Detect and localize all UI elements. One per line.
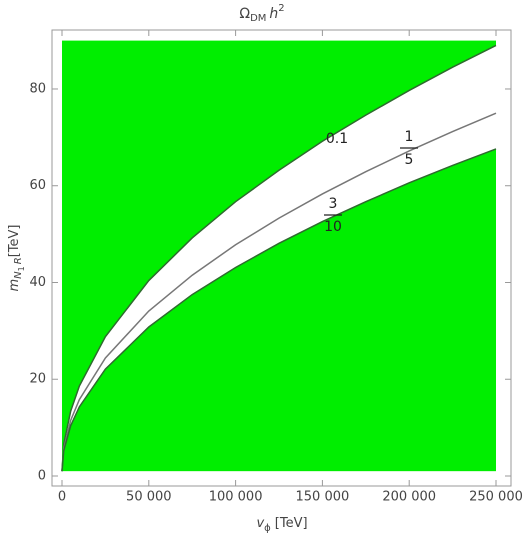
x-tick-label: 100 000 <box>209 490 263 505</box>
x-tick-label: 0 <box>58 490 66 505</box>
contour-line <box>61 44 497 472</box>
contour-line <box>61 148 497 472</box>
contour-label: 0.1 <box>326 131 348 147</box>
contour-label-denominator: 10 <box>324 219 342 235</box>
allowed-band <box>62 45 496 472</box>
y-axis-label: mN1R[TeV] <box>7 225 26 292</box>
y-tick-label: 20 <box>29 372 46 387</box>
x-tick-label: 200 000 <box>382 490 436 505</box>
contour-label-numerator: 1 <box>405 129 414 145</box>
x-axis-label: vϕ [TeV] <box>256 516 307 535</box>
x-tick-label: 50 000 <box>126 490 172 505</box>
y-tick-label: 60 <box>29 178 46 193</box>
y-tick-label: 80 <box>29 81 46 96</box>
contour-label-numerator: 3 <box>329 196 338 212</box>
chart-title: ΩDM h2 <box>239 3 284 24</box>
contour-label-denominator: 5 <box>405 152 414 168</box>
contour-line <box>61 112 497 472</box>
y-tick-label: 0 <box>38 469 46 484</box>
x-tick-label: 150 000 <box>296 490 350 505</box>
y-tick-label: 40 <box>29 275 46 290</box>
x-tick-label: 250 000 <box>469 490 523 505</box>
plot-frame <box>51 29 512 487</box>
